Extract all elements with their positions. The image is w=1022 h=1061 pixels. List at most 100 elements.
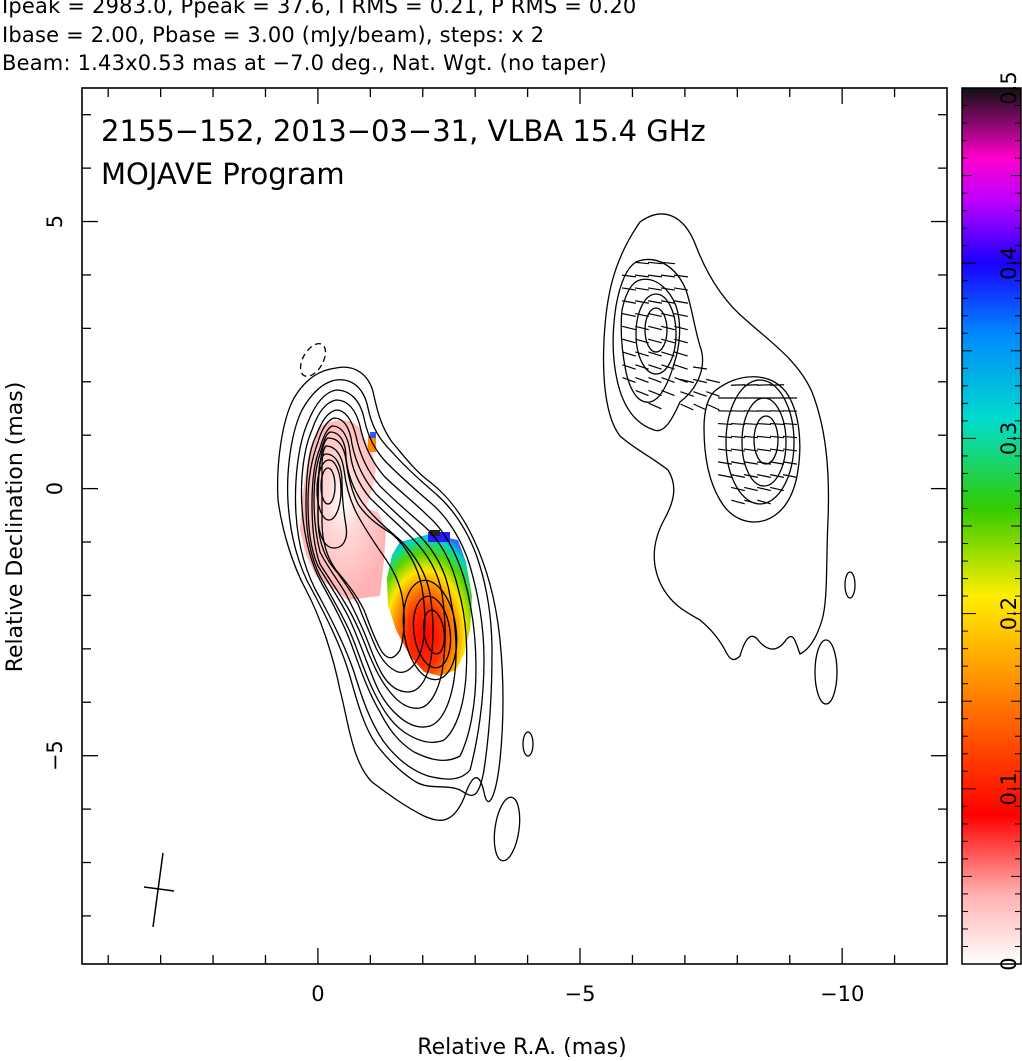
evpa-stick — [674, 364, 688, 370]
evpa-stick — [693, 391, 707, 397]
evpa-stick — [634, 287, 650, 291]
evpa-stick — [731, 486, 745, 492]
evpa-stick — [635, 338, 649, 344]
evpa-stick — [744, 499, 758, 505]
jet-polarization-region — [387, 534, 472, 676]
evpa-stick — [756, 384, 772, 386]
evpa-stick — [647, 274, 663, 278]
contour-jet-1 — [402, 579, 458, 681]
evpa-stick — [769, 384, 785, 386]
y-tick-label: 0 — [43, 482, 67, 495]
evpa-stick — [648, 402, 662, 410]
evpa-stick — [769, 461, 785, 465]
plot-frame — [81, 87, 948, 965]
x-tick-label: −5 — [565, 982, 596, 1006]
evpa-stick — [661, 300, 675, 304]
colorbar-tick-label: 0.4 — [997, 246, 1021, 279]
evpa-stick — [757, 499, 771, 505]
evpa-stick — [635, 377, 649, 383]
evpa-stick — [730, 384, 746, 386]
evpa-stick — [680, 391, 694, 397]
lobe-contour-upper-4 — [644, 307, 668, 353]
colorbar-tick-label: 0.1 — [997, 772, 1021, 805]
evpa-stick — [661, 364, 675, 370]
evpa-stick — [634, 261, 650, 265]
contour-outer — [277, 366, 504, 821]
evpa-stick — [717, 435, 733, 439]
evpa-stick — [648, 325, 662, 331]
x-tick-label: −10 — [820, 982, 864, 1006]
evpa-stick — [634, 274, 650, 278]
axes: 0 −5 −10 5 0 −5 — [43, 88, 947, 1006]
evpa-stick — [770, 486, 784, 492]
colorbar-tick-label: 0.5 — [997, 71, 1021, 104]
evpa-stick — [718, 474, 732, 478]
evpa-vectors — [621, 261, 798, 505]
lobe-contour-upper-2 — [620, 278, 681, 403]
evpa-stick — [730, 448, 746, 452]
lobe-contour-lower-2 — [725, 379, 795, 505]
evpa-stick — [660, 274, 676, 278]
contour-8 — [313, 431, 434, 693]
evpa-stick — [769, 435, 785, 439]
evpa-stick — [693, 403, 707, 411]
evpa-stick — [635, 389, 649, 397]
evpa-stick — [661, 377, 675, 383]
header-line-2: Ibase = 2.00, Pbase = 3.00 (mJy/beam), s… — [2, 23, 545, 47]
beam-minor-axis — [143, 886, 175, 892]
contour-7 — [311, 425, 446, 709]
plot-subtitle: MOJAVE Program — [101, 157, 345, 191]
evpa-stick — [717, 448, 733, 452]
evpa-stick — [706, 403, 720, 411]
evpa-stick — [674, 312, 688, 318]
evpa-stick — [661, 351, 675, 357]
evpa-stick — [648, 389, 662, 397]
evpa-stick — [674, 300, 688, 304]
evpa-stick — [635, 364, 649, 370]
contour-2 — [286, 379, 493, 796]
evpa-stick — [743, 384, 759, 386]
lobe-contour-upper-3 — [635, 293, 677, 375]
contour-3 — [294, 389, 485, 780]
evpa-stick — [706, 378, 720, 384]
jet-edge-blue-pixels — [428, 532, 450, 542]
core-edge-pixels — [368, 436, 376, 452]
evpa-stick — [717, 461, 733, 465]
evpa-stick — [680, 403, 694, 411]
evpa-stick — [693, 378, 707, 384]
evpa-stick — [674, 351, 688, 357]
evpa-stick — [706, 391, 720, 397]
evpa-stick — [621, 274, 637, 278]
evpa-stick — [635, 312, 649, 318]
lobe-contour-upper-1 — [612, 258, 704, 432]
evpa-stick — [743, 422, 759, 426]
colorbar-ticks: 0 0.1 0.2 0.3 0.4 0.5 — [962, 71, 1021, 971]
evpa-stick — [635, 300, 649, 304]
contour-core-1 — [317, 453, 348, 549]
evpa-stick — [783, 474, 797, 478]
evpa-stick — [757, 474, 771, 478]
contour-island-2 — [493, 796, 521, 862]
y-tick-label: −5 — [43, 740, 67, 771]
evpa-stick — [743, 461, 759, 465]
evpa-stick — [622, 325, 636, 331]
evpa-stick — [756, 461, 772, 465]
evpa-stick — [660, 287, 676, 291]
colorbar-tick-label: 0.3 — [997, 422, 1021, 455]
evpa-stick — [730, 435, 746, 439]
contour-negative — [299, 342, 327, 378]
evpa-stick — [621, 287, 637, 291]
evpa-stick — [673, 287, 689, 291]
beam-major-axis — [152, 852, 164, 928]
evpa-stick — [757, 486, 771, 492]
contour-6 — [307, 417, 457, 728]
colorbar-tick-label: 0.2 — [997, 597, 1021, 630]
contour-jet-3 — [422, 609, 446, 655]
evpa-stick — [756, 448, 772, 452]
evpa-stick — [622, 338, 636, 344]
evpa-stick — [648, 312, 662, 318]
evpa-stick — [647, 261, 663, 265]
evpa-stick — [743, 435, 759, 439]
evpa-stick — [680, 378, 694, 384]
